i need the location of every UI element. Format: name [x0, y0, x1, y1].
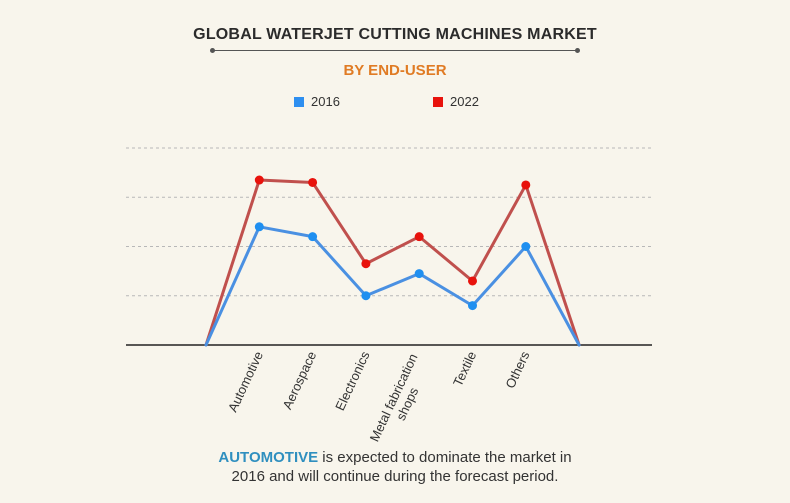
legend-label-2016: 2016 [311, 94, 340, 109]
footer-note: AUTOMOTIVE is expected to dominate the m… [0, 448, 790, 486]
footer-highlight: AUTOMOTIVE [218, 449, 319, 466]
data-point-2016-4 [414, 269, 424, 279]
data-point-2016-2 [308, 232, 318, 242]
footer-line2: 2016 and will continue during the foreca… [231, 468, 559, 485]
x-tick-label: Electronics [332, 348, 373, 412]
legend-item-2022: 2022 [433, 94, 479, 110]
series-line-2016 [204, 225, 581, 347]
legend-label-2022: 2022 [450, 94, 479, 109]
x-tick-label: Automotive [225, 349, 266, 414]
data-point-2016-6 [521, 242, 531, 251]
data-point-2022-6 [521, 180, 531, 190]
data-point-2022-1 [254, 175, 264, 185]
series-line-2022 [204, 178, 581, 347]
chart-title: GLOBAL WATERJET CUTTING MACHINES MARKET [193, 26, 597, 43]
x-tick-label: Aerospace [279, 349, 319, 412]
data-point-2022-4 [414, 232, 424, 242]
x-tick-label-line: Others [502, 348, 532, 390]
footer-line1: is expected to dominate the market in [318, 449, 572, 466]
divider-dot-left [210, 47, 215, 53]
x-tick-label-line: Textile [450, 349, 479, 389]
x-tick-label: Others [502, 348, 532, 390]
data-point-2016-5 [468, 301, 477, 311]
data-point-2022-3 [361, 259, 371, 269]
data-point-2016-3 [361, 291, 371, 301]
legend-swatch-2022 [433, 97, 443, 107]
x-tick-label: Textile [450, 349, 479, 389]
x-tick-label: Metal fabricationshops [367, 351, 434, 450]
data-point-2022-2 [308, 177, 318, 187]
x-tick-label-line: Aerospace [279, 349, 319, 412]
legend-swatch-2016 [294, 97, 304, 107]
data-point-2016-1 [254, 222, 264, 232]
x-tick-label-line: Electronics [332, 348, 373, 412]
data-point-2022-5 [468, 276, 477, 286]
divider-dot-right [575, 47, 580, 53]
title-divider [210, 47, 580, 53]
x-tick-label-line: Automotive [225, 349, 266, 414]
legend-item-2016: 2016 [294, 94, 340, 110]
chart-subtitle: BY END-USER [343, 62, 447, 79]
